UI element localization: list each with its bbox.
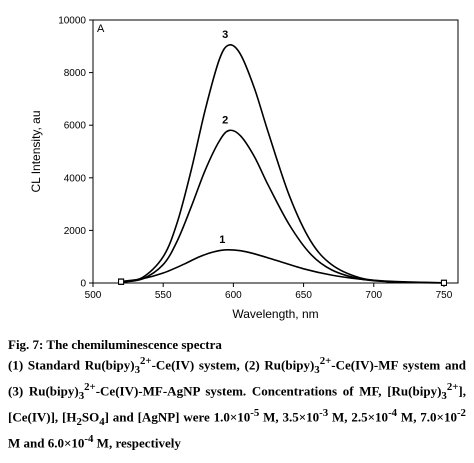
series-label-1: 1	[219, 234, 225, 246]
plot-frame	[92, 19, 459, 284]
y-tick-label: 10000	[58, 16, 86, 27]
series-label-2: 2	[222, 114, 228, 126]
x-tick-label: 750	[436, 290, 453, 301]
figure-caption: Fig. 7: The chemiluminescence spectra (1…	[8, 336, 466, 451]
x-axis-title: Wavelength, nm	[232, 307, 318, 321]
y-tick-label: 4000	[64, 173, 87, 184]
y-tick-label: 2000	[64, 226, 87, 237]
plot-axes: 500 550 600 650 700 750 0 2000 4000 6000 8000 10000…	[29, 16, 459, 321]
labels-layer: 1 2 3	[219, 29, 228, 246]
panel-label: A	[97, 23, 105, 35]
x-tick-label: 500	[85, 290, 102, 301]
x-tick-label: 550	[155, 290, 172, 301]
x-tick-label: 600	[225, 290, 242, 301]
x-tick-label: 650	[295, 290, 312, 301]
series-3-start-marker	[118, 278, 125, 285]
series-line-2	[120, 129, 444, 284]
caption-title: Fig. 7: The chemiluminescence spectra	[8, 337, 222, 352]
y-tick-label: 6000	[64, 121, 87, 132]
series-layer	[118, 44, 447, 286]
series-line-3	[120, 44, 444, 284]
x-tick-label: 700	[365, 290, 382, 301]
cl-spectra-chart: 500 550 600 650 700 750 0 2000 4000 6000 8000 10000…	[29, 16, 459, 321]
series-label-3: 3	[222, 29, 228, 41]
y-tick-label: 0	[80, 279, 86, 290]
series-3-end-marker	[440, 279, 447, 286]
y-axis-title: CL Intensity, au	[29, 110, 43, 192]
caption-body: (1) Standard Ru(bipy)32+-Ce(IV) system, …	[8, 355, 467, 451]
y-tick-label: 8000	[64, 68, 87, 79]
